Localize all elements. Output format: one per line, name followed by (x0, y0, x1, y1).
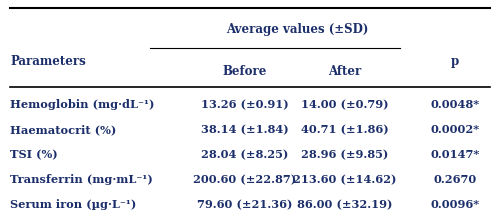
Text: Transferrin (mg·mL⁻¹): Transferrin (mg·mL⁻¹) (10, 174, 153, 185)
Text: 28.04 (±8.25): 28.04 (±8.25) (202, 149, 288, 160)
Text: 0.0002*: 0.0002* (430, 124, 480, 135)
Text: Serum iron (µg·L⁻¹): Serum iron (µg·L⁻¹) (10, 199, 136, 210)
Text: 79.60 (±21.36): 79.60 (±21.36) (197, 199, 293, 210)
Text: 40.71 (±1.86): 40.71 (±1.86) (301, 124, 389, 135)
Text: TSI (%): TSI (%) (10, 149, 58, 160)
Text: 86.00 (±32.19): 86.00 (±32.19) (297, 199, 393, 210)
Text: 14.00 (±0.79): 14.00 (±0.79) (301, 99, 389, 110)
Text: Haematocrit (%): Haematocrit (%) (10, 124, 117, 135)
Text: 0.2670: 0.2670 (434, 174, 476, 185)
Text: Parameters: Parameters (10, 54, 86, 68)
Text: 13.26 (±0.91): 13.26 (±0.91) (201, 99, 289, 110)
Text: 0.0048*: 0.0048* (430, 99, 480, 110)
Text: After: After (328, 65, 362, 78)
Text: 213.60 (±14.62): 213.60 (±14.62) (293, 174, 397, 185)
Text: 28.96 (±9.85): 28.96 (±9.85) (302, 149, 388, 160)
Text: 200.60 (±22.87): 200.60 (±22.87) (194, 174, 296, 185)
Text: Average values (±SD): Average values (±SD) (226, 23, 368, 36)
Text: 0.0096*: 0.0096* (430, 199, 480, 210)
Text: Hemoglobin (mg·dL⁻¹): Hemoglobin (mg·dL⁻¹) (10, 99, 154, 110)
Text: p: p (451, 54, 459, 68)
Text: 0.0147*: 0.0147* (430, 149, 480, 160)
Text: Before: Before (223, 65, 267, 78)
Text: 38.14 (±1.84): 38.14 (±1.84) (201, 124, 289, 135)
